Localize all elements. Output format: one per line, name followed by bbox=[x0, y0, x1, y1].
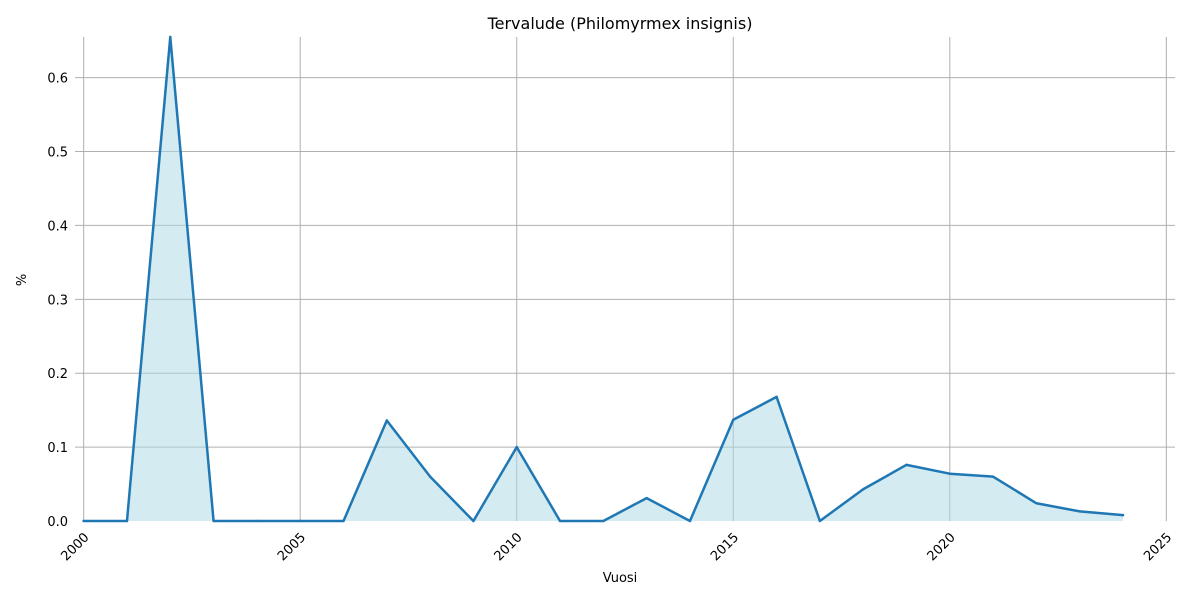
y-axis-label: % bbox=[15, 274, 30, 286]
data-point bbox=[1078, 510, 1081, 513]
y-tick-label: 0.3 bbox=[47, 293, 68, 308]
data-point bbox=[342, 519, 345, 523]
y-tick-label: 0.4 bbox=[47, 219, 68, 234]
data-point bbox=[125, 519, 129, 523]
x-tick-label: 2010 bbox=[492, 530, 526, 564]
x-tick-label: 2020 bbox=[925, 530, 959, 564]
y-tick-label: 0.1 bbox=[47, 441, 68, 456]
series-line bbox=[82, 35, 1125, 523]
data-point bbox=[688, 519, 692, 523]
y-tick-label: 0.0 bbox=[47, 515, 68, 530]
data-point bbox=[299, 519, 302, 523]
area-fill bbox=[83, 37, 1124, 521]
area-layer bbox=[83, 37, 1124, 521]
data-point bbox=[991, 475, 995, 478]
x-tick-label: 2005 bbox=[275, 530, 309, 564]
data-point bbox=[775, 395, 778, 399]
data-point bbox=[948, 472, 951, 475]
data-point bbox=[1121, 513, 1125, 517]
data-point bbox=[385, 419, 389, 422]
y-tick-label: 0.6 bbox=[47, 72, 68, 87]
data-point bbox=[818, 519, 822, 523]
data-point bbox=[602, 519, 605, 523]
data-point bbox=[1035, 502, 1038, 505]
data-point bbox=[515, 445, 518, 449]
x-tick-label: 2025 bbox=[1141, 530, 1175, 564]
chart-title: Tervalude (Philomyrmex insignis) bbox=[487, 14, 753, 33]
y-tick-label: 0.2 bbox=[47, 367, 68, 382]
data-point bbox=[645, 496, 648, 500]
y-tick-label: 0.5 bbox=[47, 146, 68, 161]
x-tick-label: 2015 bbox=[708, 530, 742, 564]
data-point bbox=[169, 35, 172, 39]
line-layer bbox=[82, 35, 1125, 523]
data-point bbox=[472, 519, 475, 523]
data-point bbox=[82, 519, 85, 523]
data-point bbox=[428, 475, 432, 478]
data-point bbox=[861, 488, 865, 491]
grid bbox=[75, 37, 1175, 521]
data-point bbox=[255, 519, 259, 523]
x-tick-label: 2000 bbox=[58, 530, 92, 564]
data-point bbox=[558, 519, 562, 523]
data-point bbox=[732, 418, 735, 421]
data-point bbox=[212, 519, 215, 523]
data-point bbox=[905, 463, 908, 467]
x-axis-label: Vuosi bbox=[603, 571, 638, 586]
